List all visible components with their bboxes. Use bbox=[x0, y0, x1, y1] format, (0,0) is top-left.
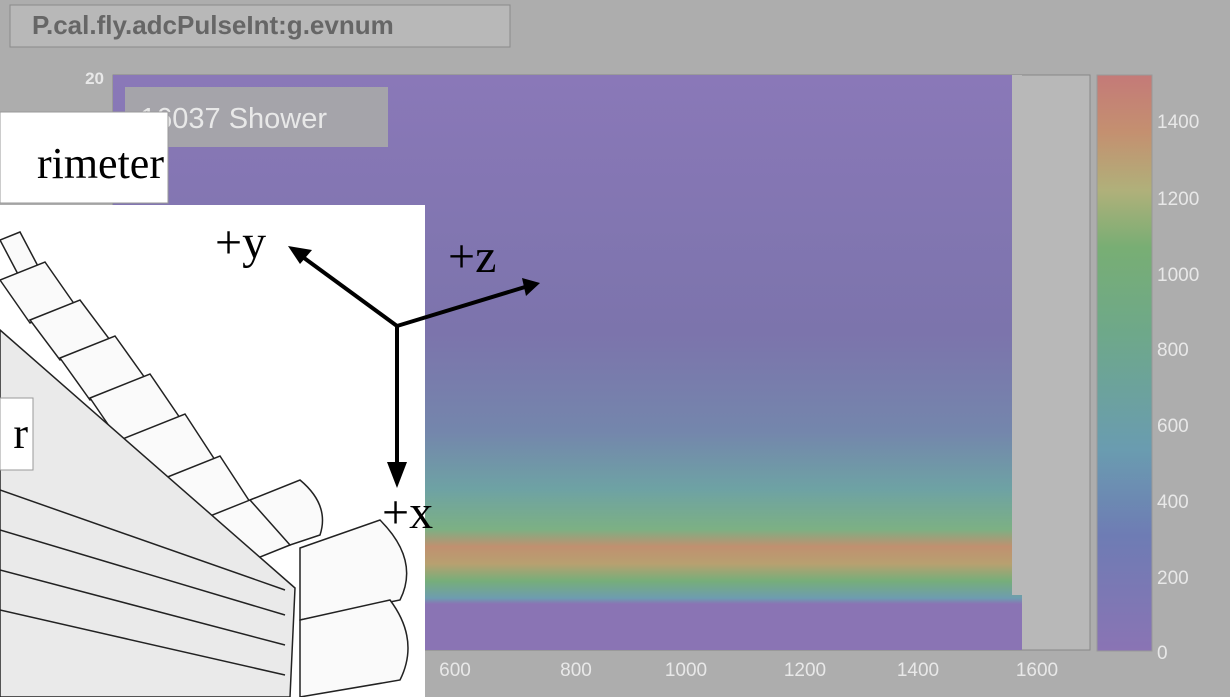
caption-top: rimeter bbox=[37, 139, 164, 188]
color-tick-label: 800 bbox=[1157, 340, 1189, 361]
x-tick-label: 800 bbox=[560, 660, 592, 681]
caption-side: r bbox=[13, 409, 28, 458]
title: P.cal.fly.adcPulseInt:g.evnum bbox=[32, 10, 394, 40]
color-tick-label: 400 bbox=[1157, 492, 1189, 513]
x-tick-label: 1200 bbox=[784, 660, 826, 681]
detector-drawing bbox=[0, 231, 409, 697]
color-tick-label: 1200 bbox=[1157, 189, 1199, 210]
coordinate-axes bbox=[288, 246, 540, 488]
color-tick-label: 200 bbox=[1157, 568, 1189, 589]
stats-box bbox=[125, 87, 388, 147]
x-tick-label: 1600 bbox=[1016, 660, 1058, 681]
axis-label-x: +x bbox=[382, 486, 433, 539]
title-box bbox=[9, 4, 511, 48]
color-bar bbox=[1096, 74, 1153, 652]
x-tick-label: 1000 bbox=[665, 660, 707, 681]
axis-label-z: +z bbox=[448, 230, 496, 283]
x-tick-label: 600 bbox=[439, 660, 471, 681]
caption-box bbox=[0, 111, 169, 204]
y-tick-label: 20 bbox=[85, 69, 104, 88]
color-tick-label: 1400 bbox=[1157, 112, 1199, 133]
caption-side-box bbox=[0, 397, 34, 471]
color-tick-label: 1000 bbox=[1157, 265, 1199, 286]
x-tick-label: 1400 bbox=[897, 660, 939, 681]
axis-label-y: +y bbox=[215, 216, 266, 269]
color-tick-label: 0 bbox=[1157, 643, 1168, 664]
heatmap-gap bbox=[1012, 75, 1022, 595]
stats-label: 16037 Shower bbox=[140, 103, 327, 135]
color-bar-ticks: 1400 1200 1000 800 600 400 200 0 bbox=[1157, 112, 1199, 664]
color-tick-label: 600 bbox=[1157, 416, 1189, 437]
